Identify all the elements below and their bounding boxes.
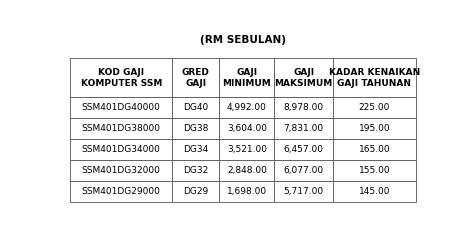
Text: (RM SEBULAN): (RM SEBULAN) (200, 35, 286, 45)
Bar (274, 181, 333, 202)
Bar (70, 97, 172, 118)
Text: KOD GAJI
KOMPUTER SSM: KOD GAJI KOMPUTER SSM (81, 68, 162, 88)
Bar (333, 97, 416, 118)
Text: SSM401DG38000: SSM401DG38000 (82, 124, 161, 133)
Text: SSM401DG40000: SSM401DG40000 (82, 103, 161, 112)
Bar (172, 160, 219, 181)
Bar (70, 181, 172, 202)
Bar (333, 58, 416, 97)
Text: DG40: DG40 (183, 103, 209, 112)
Bar (274, 118, 333, 139)
Bar (333, 160, 416, 181)
Bar (274, 97, 333, 118)
Text: 6,077.00: 6,077.00 (283, 166, 324, 175)
Bar (333, 139, 416, 160)
Text: DG32: DG32 (183, 166, 209, 175)
Bar (333, 181, 416, 202)
Text: 8,978.00: 8,978.00 (283, 103, 324, 112)
Bar (274, 160, 333, 181)
Bar (70, 139, 172, 160)
Bar (219, 139, 274, 160)
Text: DG29: DG29 (183, 187, 209, 196)
Text: KADAR KENAIKAN
GAJI TAHUNAN: KADAR KENAIKAN GAJI TAHUNAN (329, 68, 420, 88)
Text: 7,831.00: 7,831.00 (283, 124, 324, 133)
Bar (172, 97, 219, 118)
Text: 4,992.00: 4,992.00 (227, 103, 267, 112)
Bar (70, 118, 172, 139)
Bar (172, 139, 219, 160)
Text: 1,698.00: 1,698.00 (227, 187, 267, 196)
Text: DG38: DG38 (183, 124, 209, 133)
Bar (333, 118, 416, 139)
Text: 6,457.00: 6,457.00 (284, 145, 324, 154)
Text: 2,848.00: 2,848.00 (227, 166, 267, 175)
Text: 3,604.00: 3,604.00 (227, 124, 267, 133)
Text: GAJI
MINIMUM: GAJI MINIMUM (222, 68, 271, 88)
Text: 145.00: 145.00 (359, 187, 390, 196)
Text: 165.00: 165.00 (358, 145, 390, 154)
Text: SSM401DG34000: SSM401DG34000 (82, 145, 161, 154)
Bar (219, 181, 274, 202)
Bar (219, 160, 274, 181)
Text: 155.00: 155.00 (358, 166, 390, 175)
Bar (70, 58, 172, 97)
Text: SSM401DG29000: SSM401DG29000 (82, 187, 161, 196)
Bar (172, 58, 219, 97)
Text: DG34: DG34 (183, 145, 209, 154)
Bar (219, 97, 274, 118)
Text: 5,717.00: 5,717.00 (283, 187, 324, 196)
Bar (219, 118, 274, 139)
Bar (274, 139, 333, 160)
Bar (70, 160, 172, 181)
Bar (172, 181, 219, 202)
Text: 195.00: 195.00 (358, 124, 390, 133)
Bar (172, 118, 219, 139)
Text: 225.00: 225.00 (359, 103, 390, 112)
Text: 3,521.00: 3,521.00 (227, 145, 267, 154)
Text: GRED
GAJI: GRED GAJI (182, 68, 210, 88)
Bar (219, 58, 274, 97)
Text: GAJI
MAKSIMUM: GAJI MAKSIMUM (274, 68, 333, 88)
Text: SSM401DG32000: SSM401DG32000 (82, 166, 161, 175)
Bar (274, 58, 333, 97)
